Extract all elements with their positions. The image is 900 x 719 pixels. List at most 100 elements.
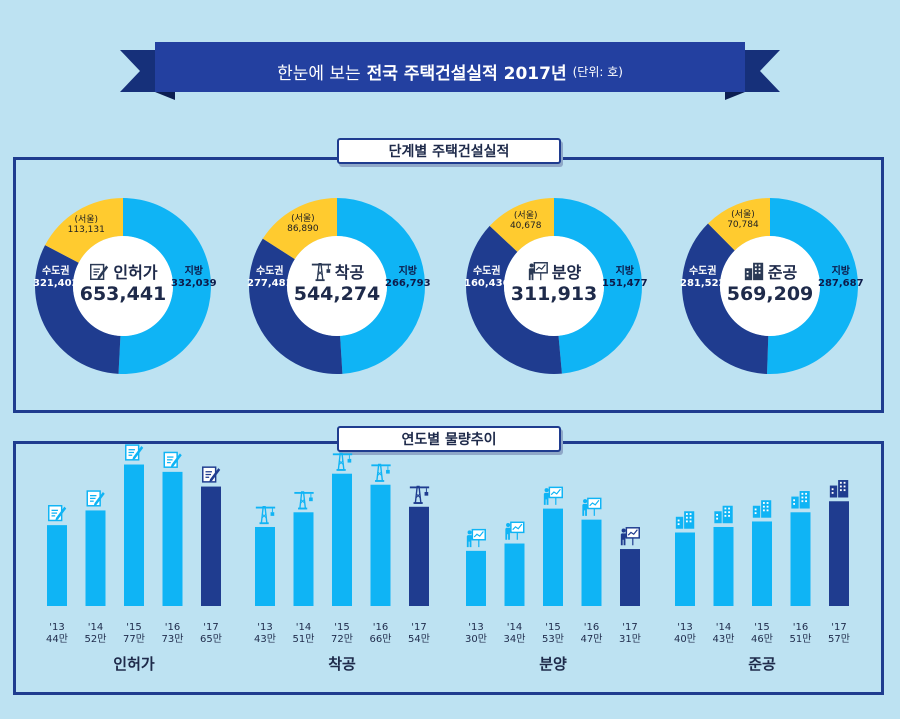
capital-name: 수도권 (255, 266, 284, 277)
tick-value: 47만 (580, 634, 603, 645)
building-icon (744, 262, 763, 281)
local-value: 332,039 (171, 278, 217, 289)
crane-icon (311, 262, 331, 282)
slice-local (767, 198, 859, 375)
bar-group-name: 착공 (328, 655, 356, 673)
tick-value: 43만 (712, 634, 735, 645)
capital-value: 160,436 (464, 278, 510, 289)
bar-tick-label: '14 43만 (704, 622, 744, 646)
tick-year: '16 (583, 622, 600, 633)
tick-value: 30만 (465, 634, 487, 645)
bar-tick-label: '14 51만 (284, 622, 324, 646)
donut-hole (504, 236, 604, 336)
slice-capital (682, 223, 769, 374)
seoul-name: (서울) (731, 210, 755, 221)
bar-tick-label: '17 54만 (399, 622, 439, 646)
donut-center-label: 준공 569,209 (715, 260, 825, 305)
tick-year: '14 (506, 622, 523, 633)
slice-seoul (262, 198, 337, 260)
donut-title: 분양 (499, 260, 609, 282)
bar-group-name: 준공 (748, 655, 776, 673)
title-unit: (단위: 호) (572, 64, 623, 79)
slice-local (554, 198, 643, 374)
donut-center-label: 인허가 653,441 (68, 260, 178, 305)
yearly-section-label: 연도별 물량추이 (337, 426, 561, 452)
tick-value: 54만 (408, 634, 430, 645)
donut-title-text: 인허가 (113, 263, 158, 282)
local-value: 266,793 (385, 278, 431, 289)
page-title: 한눈에 보는 전국 주택건설실적 2017년 (단위: 호) (165, 54, 735, 88)
capital-value: 321,402 (33, 278, 79, 289)
donut-center-label: 착공 544,274 (282, 260, 392, 305)
tick-value: 31만 (619, 634, 641, 645)
local-label: 지방 287,687 (818, 266, 864, 290)
donut-title: 인허가 (68, 260, 178, 282)
local-label: 지방 266,793 (385, 266, 431, 290)
tick-year: '14 (87, 622, 104, 633)
capital-name: 수도권 (472, 266, 501, 277)
stages-section-label: 단계별 주택건설실적 (337, 138, 561, 164)
tick-year: '15 (126, 622, 142, 633)
bar-tick-label: '15 53만 (533, 622, 573, 646)
seoul-label: (서울) 40,678 (504, 211, 548, 231)
bar-group-name: 분양 (539, 655, 567, 673)
title-bold: 전국 주택건설실적 2017년 (366, 63, 567, 84)
capital-value: 277,481 (247, 278, 293, 289)
tick-year: '14 (295, 622, 312, 633)
slice-capital (466, 225, 562, 374)
title-lead: 한눈에 보는 (277, 63, 361, 84)
bar-tick-label: '13 44만 (37, 622, 77, 646)
tick-value: 51만 (789, 634, 812, 645)
capital-label: 수도권 160,436 (464, 266, 510, 290)
tick-year: '17 (831, 622, 847, 633)
tick-year: '13 (49, 622, 65, 633)
tick-year: '15 (754, 622, 770, 633)
bar-tick-label: '16 73만 (153, 622, 193, 646)
donut-title-text: 착공 (334, 263, 365, 282)
tick-value: 44만 (46, 634, 68, 645)
seoul-name: (서울) (291, 213, 315, 224)
seoul-value: 86,890 (287, 223, 319, 234)
slice-capital (34, 245, 121, 374)
donut-center-label: 분양 311,913 (499, 260, 609, 305)
seoul-value: 40,678 (509, 220, 542, 231)
local-value: 287,687 (818, 278, 864, 289)
bar-tick-label: '17 57만 (819, 622, 859, 646)
tick-year: '16 (792, 622, 809, 633)
slice-seoul (708, 198, 770, 251)
tick-year: '15 (334, 622, 350, 633)
slice-local (337, 198, 425, 374)
tick-year: '13 (677, 622, 693, 633)
bar-tick-label: '15 77만 (114, 622, 154, 646)
donut-title-text: 준공 (767, 263, 798, 282)
bar-tick-label: '16 47만 (572, 622, 612, 646)
seoul-name: (서울) (74, 215, 99, 226)
donut-total: 544,274 (293, 283, 381, 305)
tick-year: '14 (715, 622, 732, 633)
seoul-value: 113,131 (67, 225, 105, 236)
capital-name: 수도권 (41, 266, 70, 277)
bar-tick-label: '14 52만 (76, 622, 116, 646)
tick-year: '16 (164, 622, 181, 633)
local-name: 지방 (615, 266, 634, 277)
tick-value: 51만 (292, 634, 315, 645)
slice-local (118, 198, 212, 374)
tick-value: 53만 (542, 634, 564, 645)
bar-tick-label: '16 51만 (781, 622, 821, 646)
tick-value: 65만 (200, 634, 222, 645)
tick-year: '13 (257, 622, 273, 633)
seoul-label: (서울) 70,784 (721, 210, 765, 230)
tick-year: '17 (622, 622, 638, 633)
bar-tick-label: '15 72만 (322, 622, 362, 646)
local-label: 지방 151,477 (602, 266, 648, 290)
tick-value: 57만 (828, 634, 850, 645)
donut-title-text: 분양 (551, 263, 582, 282)
capital-label: 수도권 281,522 (680, 266, 726, 290)
capital-label: 수도권 321,402 (33, 266, 79, 290)
tick-value: 77만 (123, 634, 145, 645)
capital-name: 수도권 (688, 266, 717, 277)
capital-value: 281,522 (680, 278, 726, 289)
